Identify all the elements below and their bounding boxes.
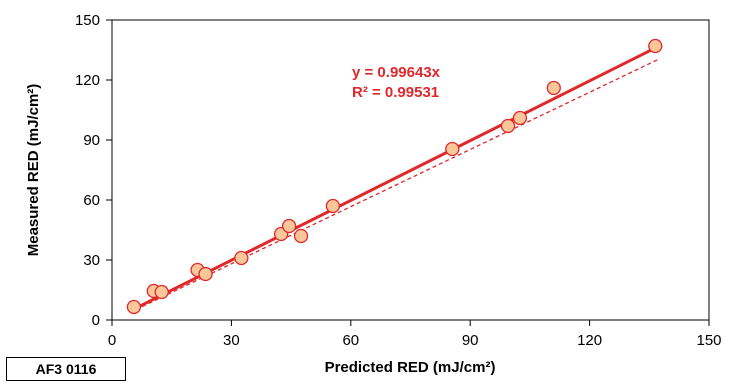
y-tick-label: 90 [83, 132, 100, 149]
y-tick-label: 30 [83, 252, 100, 269]
data-point [325, 198, 341, 214]
data-point [154, 284, 169, 300]
data-point [546, 80, 561, 96]
data-point [198, 266, 213, 282]
data-point [648, 38, 663, 54]
y-tick-label: 60 [83, 192, 100, 209]
y-tick-label: 150 [75, 12, 100, 29]
data-point [281, 218, 297, 234]
axis-ticks: 0 30 60 90 120 150 0 30 60 90 120 150 [75, 12, 722, 349]
y-tick-label: 120 [75, 72, 100, 89]
x-tick-label: 90 [462, 332, 479, 349]
x-axis-title: Predicted RED (mJ/cm²) [325, 359, 496, 376]
equation-annotation: y = 0.99643x [352, 64, 441, 81]
r-squared-annotation: R² = 0.99531 [352, 84, 439, 101]
data-point [445, 141, 460, 157]
corner-label: AF3 0116 [6, 357, 126, 381]
fit-line [131, 45, 658, 312]
trend-lines [131, 45, 658, 312]
data-point [500, 118, 516, 134]
x-tick-label: 60 [342, 332, 359, 349]
x-tick-label: 30 [223, 332, 240, 349]
y-axis-title: Measured RED (mJ/cm²) [25, 84, 42, 257]
data-point [234, 250, 249, 266]
x-tick-label: 0 [108, 332, 116, 349]
reference-line [135, 59, 658, 311]
data-point [126, 299, 142, 315]
data-points [126, 38, 663, 315]
data-point [512, 110, 528, 126]
data-point [293, 228, 309, 244]
x-tick-label: 150 [696, 332, 721, 349]
y-tick-label: 0 [92, 312, 100, 329]
x-tick-label: 120 [577, 332, 602, 349]
